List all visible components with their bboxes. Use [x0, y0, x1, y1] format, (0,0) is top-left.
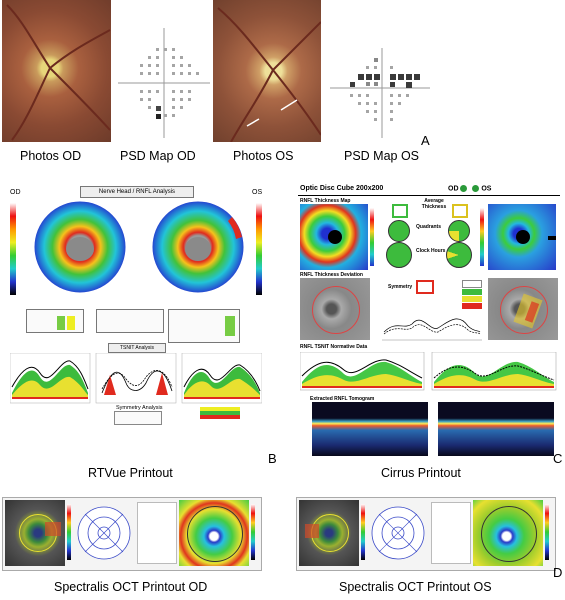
- od-dot-icon: [460, 185, 468, 192]
- avg-thickness-label: Average Thickness: [421, 198, 447, 210]
- avg-box-od: [392, 204, 408, 218]
- rtvue-od-map: [24, 197, 136, 297]
- tomogram-label: Extracted RNFL Tomogram: [310, 396, 375, 402]
- rtvue-table-left: [26, 309, 84, 333]
- panel-letter-d: D: [553, 565, 563, 580]
- legend-swatches: [462, 280, 482, 310]
- cirrus-printout: Optic Disc Cube 200x200 OD OS RNFL Thick…: [298, 184, 560, 462]
- tsnit-title: TSNIT Analysis: [119, 345, 155, 351]
- cirrus-colorbar-right: [480, 208, 484, 266]
- quadrant-od: [388, 220, 410, 242]
- symmetry-label: Symmetry: [388, 284, 413, 290]
- caption-spectralis-od: Spectralis OCT Printout OD: [54, 580, 208, 594]
- cirrus-os-deviation: [488, 278, 558, 340]
- symmetry-value-box: [416, 280, 434, 294]
- cirrus-header-line: [298, 195, 560, 196]
- os-dot-icon: [472, 185, 480, 192]
- cirrus-os-thickness-map: [488, 204, 556, 270]
- panel-letter-b: B: [268, 451, 277, 466]
- caption-rtvue: RTVue Printout: [88, 466, 173, 480]
- cirrus-od-text: OD: [448, 185, 459, 193]
- spectralis-os-etdrs: [369, 500, 427, 566]
- thickness-map-label: RNFL Thickness Map: [300, 198, 351, 204]
- panel-letter-a: A: [421, 133, 430, 148]
- rtvue-printout: OD OS Nerve Head / RNFL Analysis: [4, 185, 270, 428]
- tsnit-title-box: TSNIT Analysis: [108, 343, 166, 353]
- symmetry-box: [114, 411, 162, 425]
- psd-map-od: [118, 28, 210, 138]
- caption-photos-os: Photos OS: [233, 149, 294, 163]
- legend-box: [200, 407, 240, 421]
- caption-cirrus: Cirrus Printout: [381, 466, 461, 480]
- spectralis-os-fundus: [299, 500, 359, 566]
- cirrus-od-thickness-map: [300, 204, 368, 270]
- rtvue-table-mid: [96, 309, 164, 333]
- caption-spectralis-os: Spectralis OCT Printout OS: [339, 580, 492, 594]
- tsnit-normative-label: RNFL TSNIT Normative Data: [300, 344, 368, 350]
- rtvue-od-label: OD: [10, 189, 21, 196]
- cirrus-colorbar-left: [370, 208, 374, 266]
- tsnit-plots: [9, 352, 263, 405]
- photo-od: [2, 0, 111, 142]
- rtvue-title-text: Nerve Head / RNFL Analysis: [98, 189, 176, 195]
- spectralis-od-colorbar: [67, 504, 71, 560]
- psd-map-os: [330, 48, 430, 138]
- avg-box-os: [452, 204, 468, 218]
- spectralis-os-table: [431, 502, 471, 564]
- tomogram-os: [438, 402, 554, 456]
- symmetry-graph: [382, 302, 482, 342]
- rtvue-colorbar-left: [10, 203, 16, 295]
- spectralis-od-table: [137, 502, 177, 564]
- cirrus-tsnit-plots: [299, 351, 558, 392]
- rtvue-os-map: [142, 197, 254, 297]
- spectralis-od-fundus: [5, 500, 65, 566]
- rtvue-colorbar-right: [256, 203, 262, 295]
- spectralis-od-etdrs: [75, 500, 133, 566]
- spectralis-os: [296, 497, 556, 571]
- spectralis-od-colorbar-right: [251, 504, 255, 560]
- caption-psd-os: PSD Map OS: [344, 149, 420, 163]
- caption-psd-od: PSD Map OD: [120, 149, 196, 163]
- rtvue-table-right: [168, 309, 240, 343]
- cirrus-os-text: OS: [481, 185, 492, 193]
- clock-od: [386, 242, 412, 268]
- spectralis-od-thickness-map: [179, 500, 249, 566]
- quadrant-os: [448, 220, 470, 242]
- cirrus-od-label: OD OS: [448, 185, 491, 192]
- cirrus-title: Optic Disc Cube 200x200: [300, 185, 384, 192]
- panel-letter-c: C: [553, 451, 563, 466]
- deviation-label: RNFL Thickness Deviation: [300, 272, 363, 278]
- spectralis-od: [2, 497, 262, 571]
- cirrus-od-deviation: [300, 278, 370, 340]
- symmetry-analysis-title: Symmetry Analysis: [116, 405, 163, 411]
- clock-hours-label: Clock Hours: [416, 248, 446, 254]
- spectralis-os-colorbar: [361, 504, 365, 560]
- caption-photos-od: Photos OD: [20, 149, 82, 163]
- spectralis-os-colorbar-right: [545, 504, 549, 560]
- clock-os: [446, 242, 472, 268]
- rtvue-os-label: OS: [252, 189, 263, 196]
- quadrants-label: Quadrants: [416, 224, 442, 230]
- tomogram-od: [312, 402, 428, 456]
- photo-os: [213, 0, 321, 142]
- spectralis-os-thickness-map: [473, 500, 543, 566]
- rtvue-title: Nerve Head / RNFL Analysis: [80, 186, 194, 198]
